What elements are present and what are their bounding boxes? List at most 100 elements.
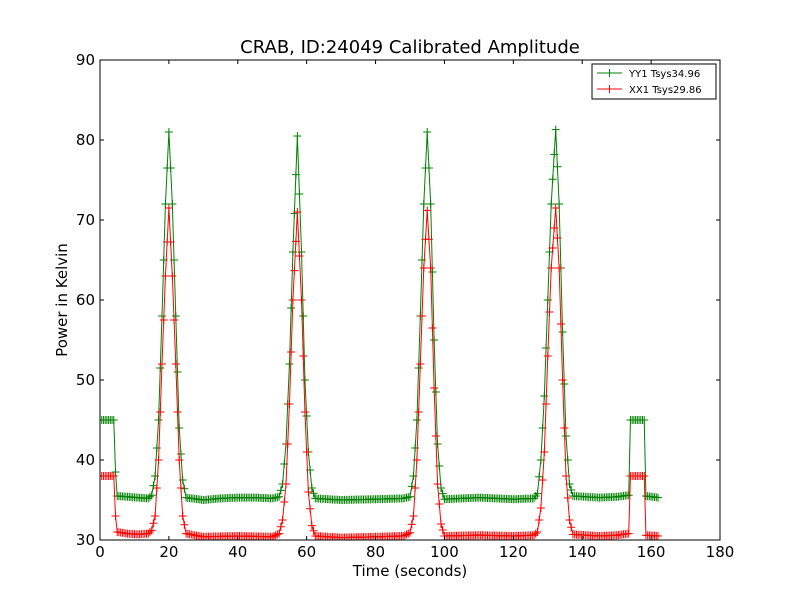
series-yy1 [100,125,662,504]
data-point-marker [409,512,418,520]
data-point-marker [300,376,309,384]
data-point-marker [555,264,564,272]
data-point-marker [430,336,439,344]
data-point-marker [309,489,318,498]
data-point-marker [560,424,569,432]
data-point-marker [173,408,182,416]
data-point-marker [154,416,163,424]
data-point-marker [418,312,427,320]
data-point-marker [399,532,408,540]
data-point-marker [176,450,185,458]
data-point-marker [414,408,423,416]
data-point-marker [558,376,567,384]
data-point-marker [402,530,411,539]
data-point-marker [166,164,175,172]
data-point-marker [302,448,311,456]
data-point-marker [144,529,153,538]
data-point-marker [533,489,542,498]
data-point-marker [285,360,294,368]
data-point-marker [407,520,416,529]
data-point-marker [306,504,315,513]
data-point-marker [531,529,540,538]
legend-marker-xx1 [605,85,614,93]
data-point-marker [269,532,278,540]
data-point-marker [431,388,440,396]
data-point-marker [175,424,184,432]
data-point-marker [156,364,165,372]
legend-label-yy1: YY1 Tsys34.96 [628,69,700,80]
data-point-marker [553,234,562,242]
data-point-marker [435,500,444,508]
data-point-marker [431,432,440,440]
data-point-marker [109,416,118,424]
data-point-marker [164,128,173,136]
data-point-marker [291,237,300,246]
data-point-marker [407,482,416,491]
y-tick-label: 50 [76,371,95,389]
data-point-marker [547,200,556,208]
data-point-marker [562,432,571,440]
data-point-marker [555,200,564,208]
data-point-marker [535,516,544,524]
data-point-marker [550,150,559,159]
data-point-marker [149,519,158,528]
data-point-marker [290,266,299,275]
data-point-marker [419,200,428,208]
data-point-marker [170,316,179,324]
data-point-marker [271,531,280,540]
data-point-marker [295,190,304,198]
data-point-marker [109,472,118,480]
data-point-marker [433,440,442,448]
data-point-marker [624,491,633,500]
legend-label-xx1: XX1 Tsys29.86 [629,85,702,96]
data-point-marker [547,264,556,272]
data-point-marker [430,384,439,392]
data-point-marker [548,175,557,184]
data-point-marker [438,526,447,534]
data-point-marker [168,200,177,208]
chart-title: CRAB, ID:24049 Calibrated Amplitude [240,37,580,58]
data-point-marker [309,526,318,535]
data-point-marker [536,504,545,512]
data-point-marker [548,244,557,252]
ticks-layer: 0 20 40 60 80 100 120 140 160 180 30 40 50 60 70 80 90 [76,51,734,561]
data-point-marker [180,520,189,529]
legend-marker-yy1 [605,69,614,77]
data-point-marker [276,522,285,531]
data-point-marker [111,468,120,476]
data-point-marker [273,530,282,539]
data-point-marker [424,164,433,172]
data-point-marker [640,472,649,480]
data-point-marker [282,480,290,488]
y-tick-label: 40 [76,451,95,469]
data-point-marker [283,440,292,448]
data-point-marker [161,272,170,280]
data-point-marker [550,224,559,232]
y-tick-label: 90 [76,51,95,69]
data-point-marker [275,529,284,538]
data-point-marker [111,512,120,520]
data-point-marker [168,272,177,280]
data-point-marker [302,412,311,420]
data-point-marker [428,268,437,276]
data-point-marker [562,472,571,480]
data-point-marker [438,489,447,498]
data-point-marker [159,316,168,324]
data-point-marker [558,328,567,336]
data-point-marker [164,204,173,212]
data-point-marker [542,400,551,408]
data-point-marker [145,492,154,501]
data-point-marker [158,360,166,368]
data-point-marker [152,484,161,492]
data-point-marker [416,360,425,368]
data-point-marker [414,364,423,372]
data-point-marker [654,532,662,540]
data-point-marker [406,492,414,501]
data-point-marker [404,529,413,538]
y-tick-label: 70 [76,211,95,229]
data-point-marker [287,304,296,312]
data-point-marker [543,352,552,360]
x-tick-label: 20 [159,543,178,561]
x-tick-label: 180 [706,543,735,561]
